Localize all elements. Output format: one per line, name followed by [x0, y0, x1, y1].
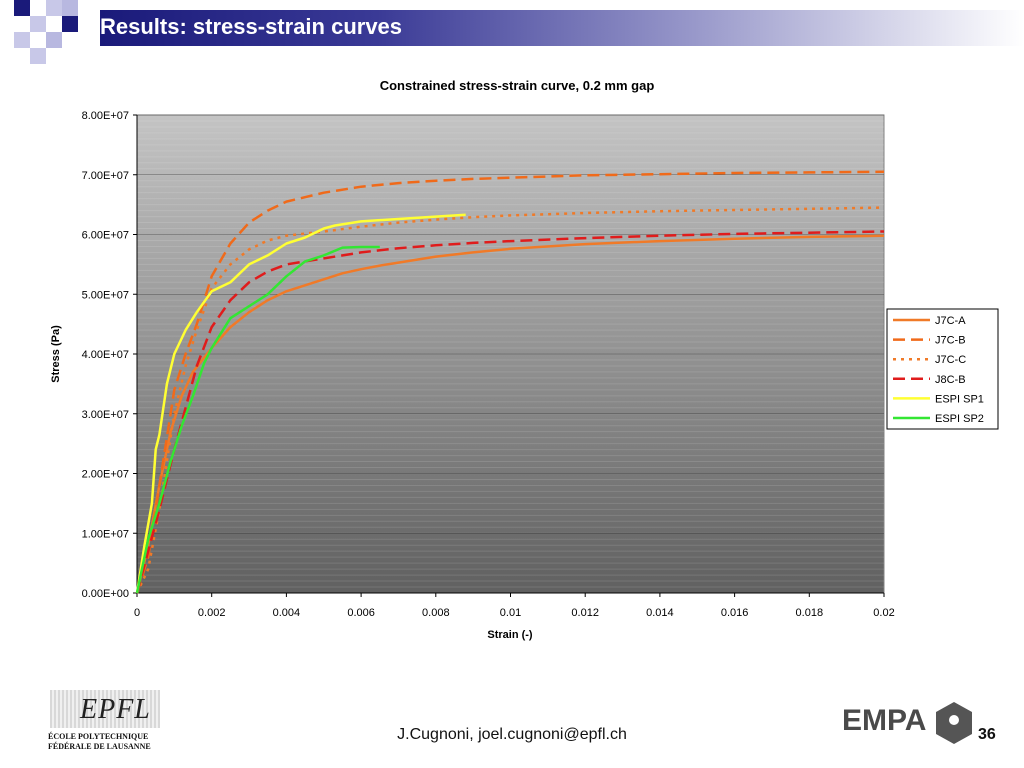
series-line-espi-sp1 [135, 213, 466, 594]
x-axis-label: Strain (-) [487, 629, 533, 641]
empa-logo-text: EMPA [842, 704, 927, 737]
y-tick-label: 4.00E+07 [82, 349, 129, 361]
deco-square [30, 48, 46, 64]
series-line-j7c-c [135, 206, 885, 594]
series-line-j7c-a [135, 234, 885, 594]
deco-square [14, 32, 30, 48]
x-tick-label: 0.004 [273, 607, 301, 619]
series-line-espi-sp2 [135, 245, 380, 594]
y-tick-label: 3.00E+07 [82, 409, 129, 421]
legend: J7C-A J7C-B J7C-C J8C-B ESPI SP1 ESPI SP2 [886, 308, 999, 430]
deco-square [30, 16, 46, 32]
deco-square [14, 0, 30, 16]
footer-author: J.Cugnoni, joel.cugnoni@epfl.ch [397, 726, 627, 743]
title-bar [100, 10, 1024, 46]
x-tick-label: 0.02 [873, 607, 894, 619]
empa-hexagon-icon [936, 702, 972, 744]
x-axis-ticks: 0 0.002 0.004 0.006 0.008 0.01 0.012 0.014 0.016… [134, 592, 895, 619]
x-tick-label: 0.016 [721, 607, 749, 619]
y-axis-ticks: 0.00E+00 1.00E+07 2.00E+07 3.00E+07 4.00E+07… [82, 110, 138, 600]
x-tick-label: 0.018 [796, 607, 824, 619]
y-tick-label: 1.00E+07 [82, 528, 129, 540]
x-tick-label: 0.012 [571, 607, 599, 619]
x-tick-label: 0.002 [198, 607, 226, 619]
epfl-logo: EPFL ÉCOLE POLYTECHNIQUE FÉDÉRALE DE LAU… [48, 690, 162, 752]
x-tick-label: 0 [134, 607, 140, 619]
x-tick-label: 0.01 [500, 607, 521, 619]
y-tick-label: 5.00E+07 [82, 289, 129, 301]
y-tick-label: 7.00E+07 [82, 170, 129, 182]
deco-square [46, 32, 62, 48]
deco-square [62, 0, 78, 16]
legend-label: ESPI SP2 [935, 413, 984, 425]
legend-box [886, 308, 999, 430]
deco-square [46, 0, 62, 16]
legend-label: J7C-B [935, 335, 966, 347]
y-tick-label: 8.00E+07 [82, 110, 129, 122]
y-tick-label: 0.00E+00 [82, 588, 129, 600]
series-lines [135, 170, 885, 594]
legend-label: ESPI SP1 [935, 393, 984, 405]
chart-title: Constrained stress-strain curve, 0.2 mm … [380, 78, 655, 93]
y-tick-label: 6.00E+07 [82, 230, 129, 242]
legend-label: J7C-A [935, 315, 966, 327]
y-axis-label: Stress (Pa) [50, 325, 62, 383]
grid-lines [137, 114, 884, 588]
epfl-logo-box [50, 690, 160, 728]
epfl-logo-line2: FÉDÉRALE DE LAUSANNE [48, 742, 151, 751]
legend-label: J7C-C [935, 354, 966, 366]
page-number: 36 [978, 726, 996, 743]
x-tick-label: 0.006 [347, 607, 375, 619]
slide-title: Results: stress-strain curves [100, 14, 403, 39]
deco-square [62, 16, 78, 32]
x-tick-label: 0.014 [646, 607, 674, 619]
empa-logo: EMPA [838, 700, 973, 746]
y-tick-label: 2.00E+07 [82, 469, 129, 481]
series-line-j7c-b [135, 170, 885, 594]
x-tick-label: 0.008 [422, 607, 450, 619]
epfl-logo-mark: EPFL [80, 694, 151, 725]
legend-label: J8C-B [935, 374, 966, 386]
epfl-logo-line1: ÉCOLE POLYTECHNIQUE [48, 732, 149, 741]
